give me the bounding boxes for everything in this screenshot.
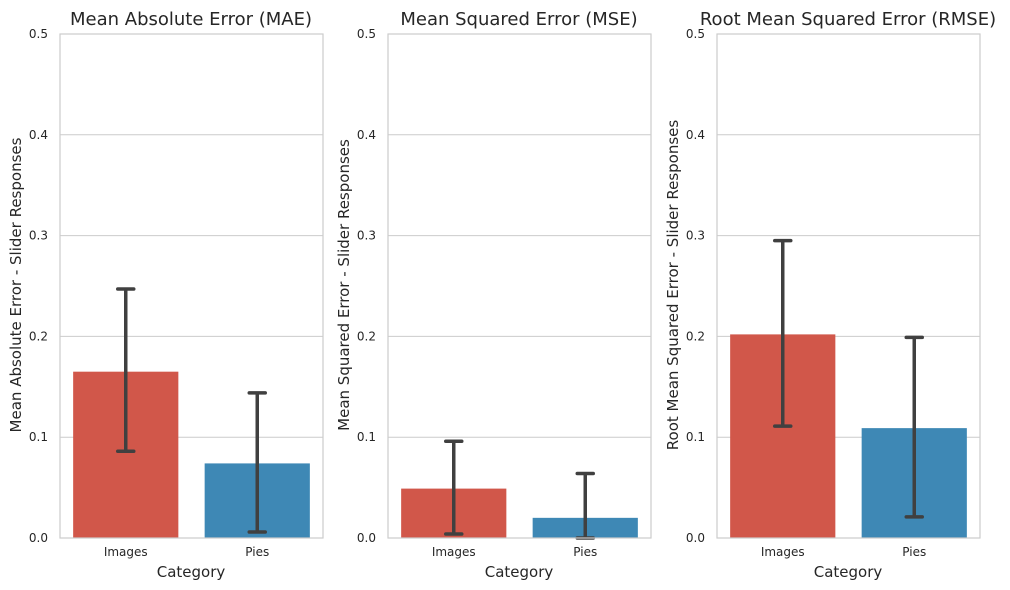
x-axis-label: Category: [814, 563, 883, 581]
panel-mse: Mean Squared Error (MSE) Category Mean S…: [335, 9, 652, 581]
y-tick-label: 0.3: [357, 229, 376, 243]
y-tick-label: 0.0: [686, 531, 705, 545]
y-tick-label: 0.2: [357, 329, 376, 343]
x-axis-label: Category: [485, 563, 554, 581]
gridlines: [388, 33, 651, 438]
y-axis-label: Mean Absolute Error - Slider Responses: [7, 137, 25, 432]
panel-mae: Mean Absolute Error (MAE) Category Mean …: [7, 9, 324, 581]
y-tick-label: 0.4: [686, 128, 705, 142]
x-tick-label: Images: [432, 545, 476, 559]
plot-frame: [716, 33, 981, 539]
x-axis-label: Category: [157, 563, 226, 581]
y-tick-label: 0.3: [686, 229, 705, 243]
y-tick-label: 0.4: [357, 128, 376, 142]
y-tick-label: 0.2: [686, 329, 705, 343]
y-tick-label: 0.5: [686, 27, 705, 41]
y-tick-label: 0.4: [29, 128, 48, 142]
y-tick-label: 0.5: [357, 27, 376, 41]
x-tick-label: Pies: [245, 545, 269, 559]
chart-title: Mean Squared Error (MSE): [400, 9, 637, 30]
y-axis-label: Mean Squared Error - Slider Responses: [335, 139, 353, 431]
y-tick-label: 0.1: [686, 430, 705, 444]
y-tick-label: 0.5: [29, 27, 48, 41]
panel-rmse: Root Mean Squared Error (RMSE) Category …: [664, 9, 996, 581]
x-tick-label: Pies: [902, 545, 926, 559]
plot-frame: [59, 33, 324, 539]
y-axis-label: Root Mean Squared Error - Slider Respons…: [664, 120, 682, 451]
y-tick-label: 0.3: [29, 229, 48, 243]
x-tick-label: Images: [761, 545, 805, 559]
plot-frame: [387, 33, 652, 539]
y-tick-label: 0.0: [357, 531, 376, 545]
y-tick-label: 0.1: [357, 430, 376, 444]
y-tick-label: 0.1: [29, 430, 48, 444]
y-tick-label: 0.0: [29, 531, 48, 545]
x-tick-label: Pies: [573, 545, 597, 559]
y-tick-label: 0.2: [29, 329, 48, 343]
chart-title: Mean Absolute Error (MAE): [70, 9, 312, 30]
x-tick-label: Images: [104, 545, 148, 559]
chart-title: Root Mean Squared Error (RMSE): [700, 9, 996, 30]
